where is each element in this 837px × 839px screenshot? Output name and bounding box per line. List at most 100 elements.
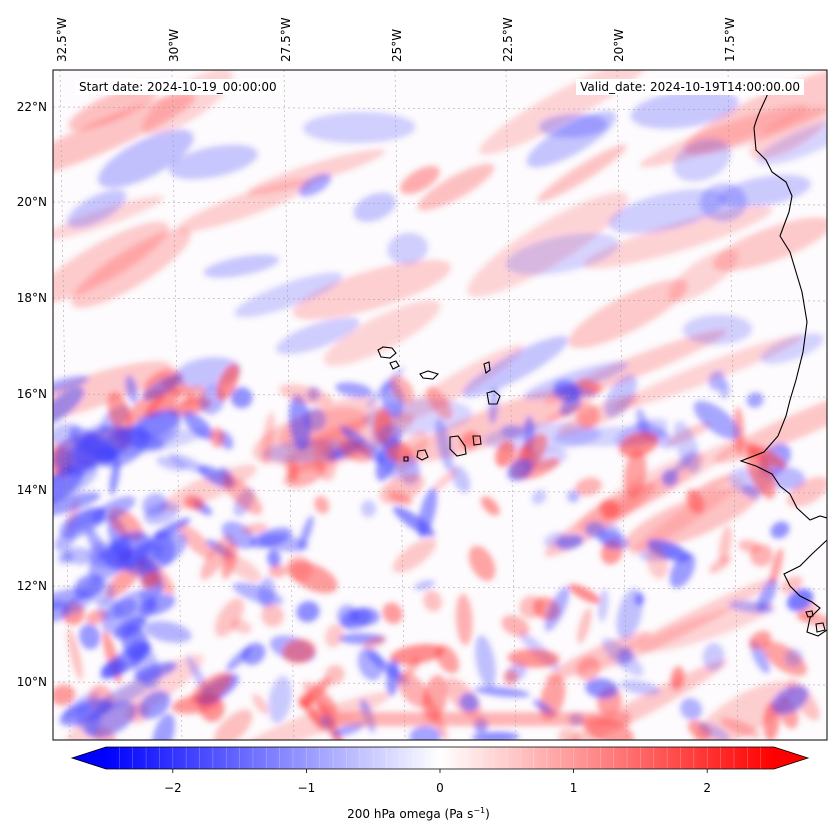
ascent-cell <box>661 469 679 487</box>
ascent-cell <box>143 502 179 525</box>
parallel-line <box>53 201 827 206</box>
africa-coastline <box>739 87 827 637</box>
ascent-cell <box>66 189 127 228</box>
colorbar: −2 −1 0 1 2 <box>70 746 810 795</box>
fogo-island <box>416 449 429 461</box>
lat-tick-label: 16°N <box>17 387 47 401</box>
descent-cell <box>495 440 516 467</box>
ascent-cell <box>596 530 629 550</box>
lon-tick-label: 25°W <box>390 29 404 62</box>
omega-field-layer <box>53 70 827 740</box>
ascent-cell <box>708 370 726 391</box>
descent-cell <box>786 476 827 508</box>
meridian-line <box>171 70 183 740</box>
meridian-line <box>394 70 406 740</box>
longitude-tick-labels: 32.5°W 30°W 27.5°W 25°W 22.5°W 20°W 17.5°W <box>55 17 737 62</box>
descent-cell <box>185 385 207 404</box>
descent-cell <box>568 584 601 604</box>
boa-vista-island <box>486 390 501 405</box>
ascent-cell <box>182 411 214 440</box>
lat-tick-label: 14°N <box>17 483 47 497</box>
descent-band <box>330 712 630 726</box>
ascent-cell <box>168 144 258 180</box>
santiago-island <box>449 435 467 457</box>
lon-tick-label: 20°W <box>612 29 626 62</box>
descent-cell <box>221 541 238 580</box>
ascent-cell <box>73 425 131 468</box>
ascent-cell <box>488 387 499 425</box>
ascent-cell <box>544 586 570 632</box>
descent-cell <box>282 639 316 664</box>
ascent-cell <box>113 616 147 640</box>
descent-cell <box>325 624 344 648</box>
descent-cell <box>210 427 225 448</box>
ascent-cell <box>276 317 360 355</box>
ascent-cell <box>475 635 496 688</box>
sao-vicente-island <box>389 360 400 370</box>
parallel-line <box>53 489 827 494</box>
descent-cell <box>53 684 76 706</box>
ascent-cell <box>234 272 343 318</box>
ascent-cell <box>67 507 106 532</box>
colorbar-ticks: −2 −1 0 1 2 <box>164 769 711 795</box>
ascent-cell <box>53 387 85 428</box>
descent-cell <box>583 205 773 269</box>
descent-cell <box>762 641 807 676</box>
descent-cell <box>286 555 313 582</box>
ascent-cell <box>242 642 266 666</box>
descent-cell <box>744 443 786 469</box>
ascent-cell <box>267 549 281 568</box>
brava-island <box>403 456 409 462</box>
descent-cell <box>630 477 745 556</box>
descent-cell <box>388 490 413 506</box>
ascent-cell <box>567 490 580 503</box>
descent-cell <box>363 636 387 649</box>
descent-cell <box>403 657 421 678</box>
colorbar-gradient <box>106 747 774 769</box>
descent-cell <box>646 546 669 579</box>
descent-cell <box>713 217 827 271</box>
ascent-cell <box>693 400 740 440</box>
ascent-cell <box>350 607 380 626</box>
ascent-cell <box>378 424 403 449</box>
ascent-cell <box>786 588 814 612</box>
lat-tick-label: 18°N <box>17 291 47 305</box>
ascent-cell <box>302 112 416 144</box>
ascent-cell <box>151 713 175 740</box>
descent-cell <box>284 460 327 488</box>
ascent-cell <box>386 659 400 696</box>
latitude-tick-labels: 22°N 20°N 18°N 16°N 14°N 12°N 10°N <box>17 100 47 689</box>
ascent-cell <box>125 531 188 576</box>
descent-cell <box>599 499 620 518</box>
descent-cell <box>714 386 827 464</box>
descent-cell <box>323 300 441 366</box>
descent-cell <box>140 571 160 589</box>
colorbar-tick-label: −1 <box>298 781 316 795</box>
colorbar-title-text: 200 hPa omega (Pa s <box>347 807 474 821</box>
ascent-cell <box>156 456 187 471</box>
descent-cell <box>455 593 473 646</box>
descent-cell <box>53 221 169 303</box>
descent-cell <box>252 694 269 715</box>
ascent-cell <box>203 254 280 278</box>
descent-cell <box>748 630 772 650</box>
descent-cell <box>324 665 345 685</box>
descent-cell <box>750 544 773 567</box>
ascent-cell <box>608 189 726 234</box>
descent-cell <box>780 576 803 594</box>
graticule <box>53 70 827 740</box>
descent-cell <box>720 718 761 739</box>
valid-date-label: Valid_date: 2024-10-19T14:00:00.00 <box>576 79 804 95</box>
ascent-cell <box>673 138 731 182</box>
ascent-cell <box>680 698 703 720</box>
lon-tick-label: 32.5°W <box>55 17 69 62</box>
descent-cell <box>71 228 192 308</box>
ascent-cell <box>435 418 453 472</box>
descent-cell <box>279 384 333 406</box>
ascent-cell <box>682 314 753 345</box>
ascent-cell <box>531 489 547 505</box>
maio-island <box>472 435 482 446</box>
descent-cell <box>746 447 776 499</box>
parallel-line <box>53 585 827 590</box>
